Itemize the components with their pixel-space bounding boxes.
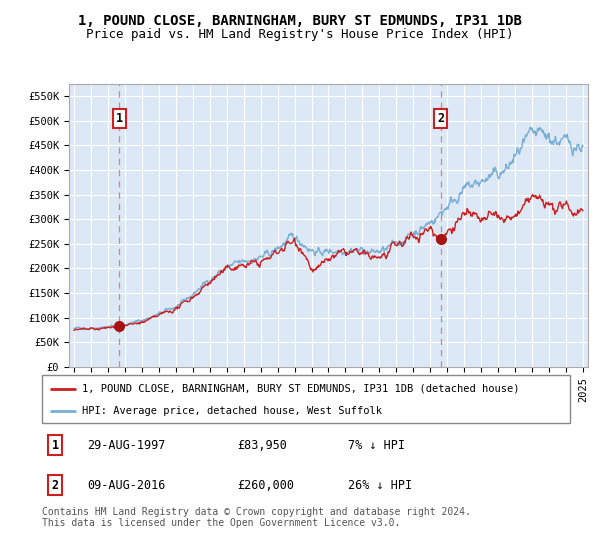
Text: 2: 2 (437, 112, 444, 125)
FancyBboxPatch shape (42, 375, 570, 423)
Text: 29-AUG-1997: 29-AUG-1997 (87, 438, 165, 451)
Text: 1: 1 (52, 438, 59, 451)
Text: 26% ↓ HPI: 26% ↓ HPI (348, 479, 412, 492)
Text: £260,000: £260,000 (238, 479, 295, 492)
Text: 1: 1 (116, 112, 123, 125)
Text: 2: 2 (52, 479, 59, 492)
Text: Price paid vs. HM Land Registry's House Price Index (HPI): Price paid vs. HM Land Registry's House … (86, 28, 514, 41)
Text: 09-AUG-2016: 09-AUG-2016 (87, 479, 165, 492)
Text: 1, POUND CLOSE, BARNINGHAM, BURY ST EDMUNDS, IP31 1DB: 1, POUND CLOSE, BARNINGHAM, BURY ST EDMU… (78, 14, 522, 28)
Text: HPI: Average price, detached house, West Suffolk: HPI: Average price, detached house, West… (82, 406, 382, 416)
Text: £83,950: £83,950 (238, 438, 287, 451)
Text: 1, POUND CLOSE, BARNINGHAM, BURY ST EDMUNDS, IP31 1DB (detached house): 1, POUND CLOSE, BARNINGHAM, BURY ST EDMU… (82, 384, 519, 394)
Text: 7% ↓ HPI: 7% ↓ HPI (348, 438, 405, 451)
Text: Contains HM Land Registry data © Crown copyright and database right 2024.
This d: Contains HM Land Registry data © Crown c… (42, 507, 471, 529)
